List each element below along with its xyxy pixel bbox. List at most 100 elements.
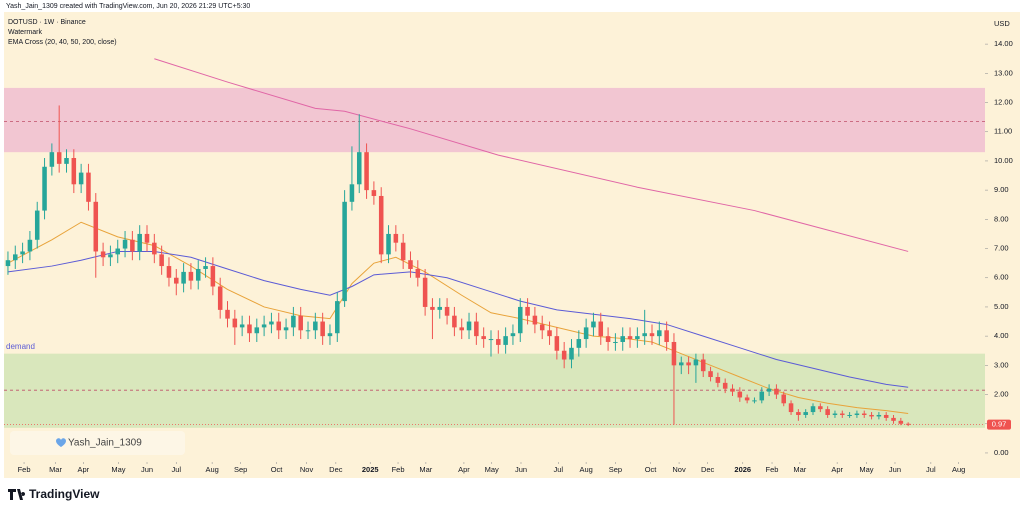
x-tick-label: Dec: [329, 465, 343, 474]
candle-body: [744, 397, 750, 401]
y-tick-label: 7.00: [994, 244, 1009, 253]
candle-body: [869, 414, 874, 417]
candle-body: [400, 242, 406, 261]
candle-body: [496, 339, 501, 345]
y-tick-label: 3.00: [994, 360, 1009, 369]
x-tick-label: Apr: [77, 465, 89, 474]
candle-body: [93, 201, 99, 252]
x-tick-label: Jul: [926, 465, 936, 474]
x-tick-label: Jun: [889, 465, 901, 474]
candle-body: [378, 195, 384, 255]
candle-body: [386, 233, 391, 255]
watermark-box: [10, 431, 185, 455]
candle-body: [115, 248, 121, 255]
candle-body: [210, 266, 216, 287]
candle-body: [71, 158, 77, 185]
candle-body: [27, 239, 33, 252]
candle-body: [730, 388, 735, 392]
ema-line: [154, 58, 909, 252]
candle-body: [188, 271, 194, 281]
candle-body: [137, 233, 142, 252]
zone-label: demand: [6, 342, 35, 351]
x-tick-label: Nov: [672, 465, 686, 474]
x-tick-label: 2025: [362, 465, 379, 474]
candle-body: [430, 306, 435, 310]
y-tick-label: 11.00: [994, 127, 1012, 136]
x-tick-label: Aug: [579, 465, 592, 474]
y-tick-label: 6.00: [994, 273, 1009, 282]
x-tick-label: Oct: [645, 465, 658, 474]
candle-body: [657, 330, 662, 337]
candle-body: [576, 339, 582, 348]
candle-body: [796, 412, 801, 415]
candle-body: [152, 242, 157, 255]
candle-body: [254, 327, 260, 334]
candle-body: [700, 359, 706, 372]
indicator: Watermark: [8, 29, 42, 36]
price-axis-background: [985, 12, 1020, 462]
candle-body: [422, 277, 428, 307]
zone: [4, 353, 985, 428]
candle-body: [283, 327, 289, 331]
candle-body: [876, 414, 882, 417]
x-tick-label: Feb: [392, 465, 405, 474]
candle-body: [13, 254, 18, 261]
candle-body: [781, 394, 787, 404]
candle-body: [20, 251, 25, 255]
indicator: EMA Cross (20, 40, 50, 200, close): [8, 39, 117, 46]
logo: TradingView: [29, 487, 100, 501]
candle-body: [5, 260, 11, 267]
y-tick-label: 5.00: [994, 302, 1009, 311]
y-tick-label: 9.00: [994, 185, 1009, 194]
candle-body: [649, 333, 655, 337]
candle-body: [100, 251, 106, 258]
candle-body: [759, 391, 765, 401]
y-tick-label: 0.00: [994, 448, 1009, 457]
candle-body: [503, 336, 508, 345]
candle-body: [313, 321, 318, 331]
candle-body: [715, 377, 721, 383]
candle-body: [840, 413, 845, 415]
axes: demand0.001.002.003.004.005.006.007.008.…: [6, 39, 1013, 474]
x-tick-label: Dec: [701, 465, 715, 474]
x-tick-label: Nov: [300, 465, 314, 474]
candle-body: [181, 271, 186, 284]
candle-body: [517, 306, 523, 334]
candle-body: [905, 423, 911, 425]
x-tick-label: Jun: [515, 465, 527, 474]
candle-body: [364, 152, 369, 191]
currency: USD: [994, 19, 1010, 28]
candle-body: [291, 315, 296, 328]
candle-body: [488, 339, 494, 341]
candle-body: [56, 152, 62, 164]
candle-body: [627, 336, 633, 340]
x-tick-label: Sep: [234, 465, 247, 474]
candle-body: [708, 371, 713, 378]
candle-body: [444, 306, 450, 316]
candle-body: [86, 172, 91, 202]
y-tick-label: 4.00: [994, 331, 1009, 340]
x-tick-label: Mar: [419, 465, 432, 474]
candle-body: [466, 321, 472, 331]
candle-body: [605, 336, 611, 342]
y-tick-label: 12.00: [994, 98, 1013, 107]
candle-body: [415, 268, 421, 278]
time-axis-background: [4, 462, 1020, 478]
candle-body: [847, 414, 852, 416]
x-tick-label: Aug: [205, 465, 218, 474]
logo-icon: [8, 489, 26, 500]
candle-body: [664, 330, 669, 342]
x-tick-label: Oct: [271, 465, 284, 474]
candle-body: [276, 321, 282, 331]
candle-body: [356, 152, 362, 185]
candle-body: [452, 315, 457, 328]
candle-body: [144, 233, 150, 243]
candle-body: [803, 412, 808, 415]
candle-body: [898, 420, 904, 424]
candle-body: [225, 309, 230, 319]
candle-body: [474, 321, 479, 337]
candle-body: [854, 413, 860, 415]
x-tick-label: May: [485, 465, 499, 474]
x-tick-label: Mar: [793, 465, 806, 474]
candle-body: [320, 321, 325, 337]
